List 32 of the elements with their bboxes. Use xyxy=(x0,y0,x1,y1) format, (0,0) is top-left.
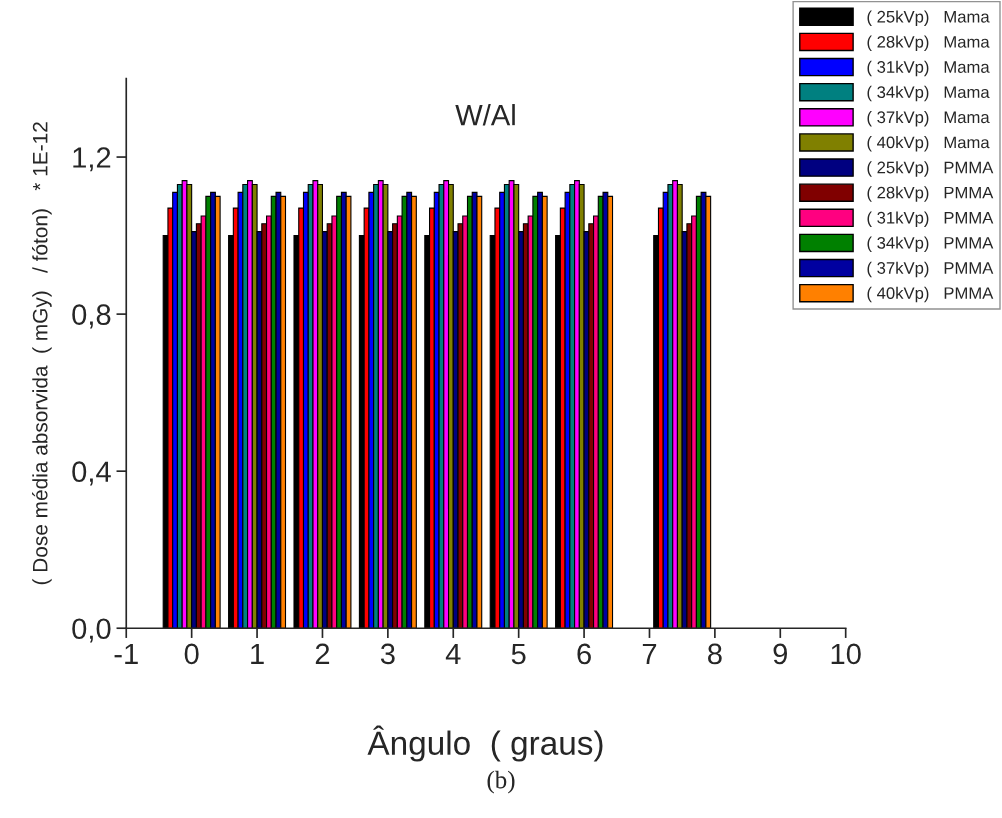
x-tick-label: 8 xyxy=(708,643,722,665)
y-tick-label: 1,2 xyxy=(73,147,111,172)
y-tick-label: 0,4 xyxy=(72,461,111,486)
legend-label: ( 34kVp) Mama xyxy=(867,85,990,102)
legend-label: ( 28kVp) Mama xyxy=(867,35,990,52)
y-tick-label: 0,0 xyxy=(72,618,111,643)
text: (b) xyxy=(487,770,515,794)
x-tick-label: 2 xyxy=(315,643,330,664)
x-tick-label: 0 xyxy=(184,643,199,665)
legend-label: ( 40kVp) PMMA xyxy=(867,286,994,303)
text: W/Al xyxy=(455,104,515,126)
x-tick-label: 9 xyxy=(773,643,788,665)
x-tick-label: -1 xyxy=(114,643,138,664)
legend-label: ( 25kVp) Mama xyxy=(867,10,990,26)
x-tick-label: 3 xyxy=(380,643,395,665)
x-axis-title: Ângulo ( graus) xyxy=(367,725,603,762)
x-tick-label: 10 xyxy=(831,643,861,665)
y-axis-title: ( Dose média absorvida ( mGy) / fóton) * 1E-12 xyxy=(32,122,52,585)
y-tick-label: 0,8 xyxy=(72,304,111,329)
x-tick-label: 1 xyxy=(251,643,264,664)
x-tick-label: 6 xyxy=(577,643,591,665)
legend-label: ( 34kVp) PMMA xyxy=(867,236,994,253)
x-tick-label: 4 xyxy=(445,643,461,664)
legend-label: ( 31kVp) Mama xyxy=(867,60,990,77)
legend-label: ( 28kVp) PMMA xyxy=(867,186,994,202)
legend-label: ( 40kVp) Mama xyxy=(867,136,990,152)
x-tick-label: 7 xyxy=(642,643,657,664)
x-tick-label: 5 xyxy=(511,643,526,665)
legend-label: ( 37kVp) PMMA xyxy=(867,261,994,278)
legend-label: ( 37kVp) Mama xyxy=(867,110,990,127)
legend-label: ( 31kVp) PMMA xyxy=(867,211,994,227)
legend-label: ( 25kVp) PMMA xyxy=(867,161,994,177)
